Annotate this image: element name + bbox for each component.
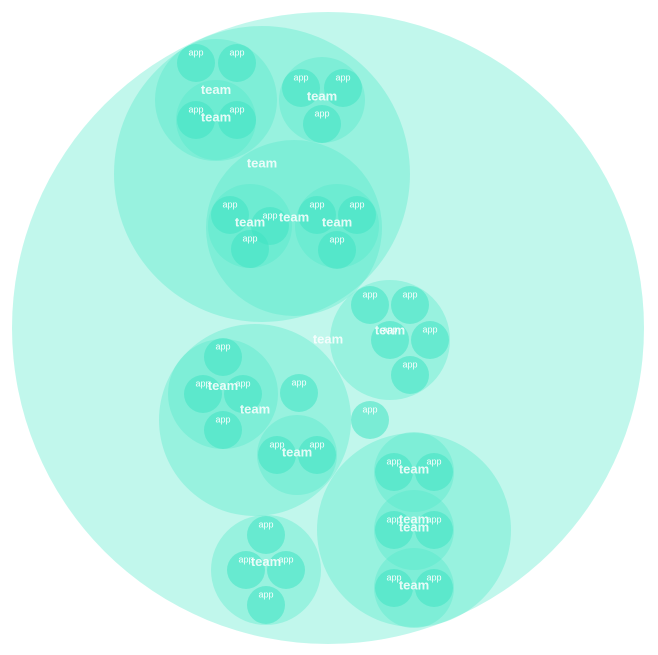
app-circle (338, 196, 376, 234)
app-circle (247, 516, 285, 554)
app-circle (411, 321, 449, 359)
app-circle (415, 511, 453, 549)
team-circle (206, 140, 382, 316)
app-circle (371, 321, 409, 359)
team-circle (317, 433, 511, 627)
app-circle (375, 569, 413, 607)
app-circle (391, 286, 429, 324)
team-circle (176, 80, 256, 160)
app-circle (298, 436, 336, 474)
app-circle (204, 338, 242, 376)
app-circle (177, 44, 215, 82)
team-circle (159, 324, 351, 516)
app-circle (224, 375, 262, 413)
app-circle (247, 586, 285, 624)
app-circle (267, 551, 305, 589)
app-circle (211, 196, 249, 234)
team-circle (168, 339, 278, 449)
app-circle (204, 411, 242, 449)
app-circle (375, 511, 413, 549)
app-circle (351, 401, 389, 439)
app-circle (351, 286, 389, 324)
app-circle (184, 375, 222, 413)
app-circle (298, 196, 336, 234)
team-circle (374, 432, 454, 512)
app-circle (280, 374, 318, 412)
team-circle (374, 548, 454, 628)
root-team-circle (12, 12, 644, 644)
app-circle (318, 231, 356, 269)
app-circle (415, 569, 453, 607)
app-circle (227, 551, 265, 589)
app-circle (218, 101, 256, 139)
app-circle (303, 105, 341, 143)
circle-layer (12, 12, 644, 644)
app-circle (282, 69, 320, 107)
app-circle (258, 436, 296, 474)
app-circle (391, 356, 429, 394)
app-circle (177, 101, 215, 139)
app-circle (231, 230, 269, 268)
team-circle (257, 415, 337, 495)
app-circle (324, 69, 362, 107)
app-circle (375, 453, 413, 491)
app-circle (415, 453, 453, 491)
team-circle (211, 515, 321, 625)
app-circle (218, 44, 256, 82)
team-circle (374, 490, 454, 570)
